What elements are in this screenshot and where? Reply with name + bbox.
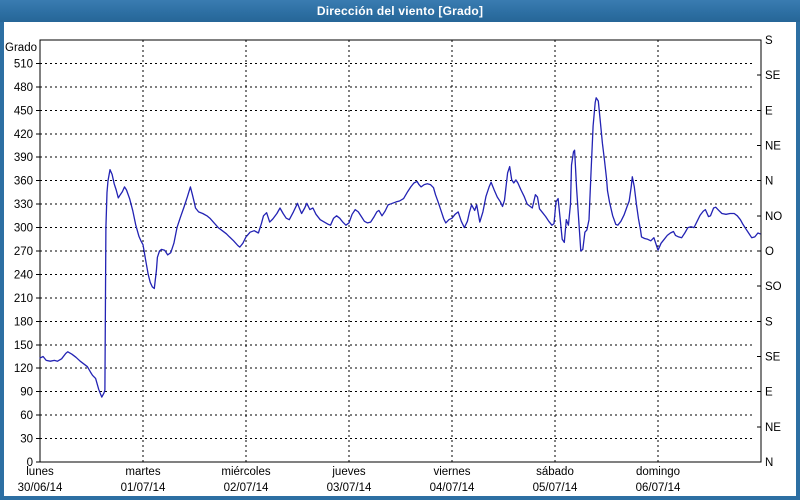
compass-label: SO [765,281,782,293]
compass-label: E [765,387,773,399]
day-name-label: jueves [331,466,365,478]
compass-label: S [765,316,773,328]
day-name-label: lunes [26,466,54,478]
compass-label: N [765,176,773,188]
window-title: Dirección del viento [Grado] [316,4,484,18]
day-date-label: 06/07/14 [636,482,681,494]
y-tick-label: 420 [14,129,33,141]
compass-label: S [765,35,773,47]
y-tick-label: 510 [14,58,33,70]
grid-and-axes [36,39,762,463]
y-tick-label: 60 [20,410,33,422]
day-name-label: miércoles [221,466,270,478]
day-name-label: viernes [433,466,470,478]
day-date-label: 02/07/14 [224,482,269,494]
day-name-label: martes [125,466,160,478]
compass-label: SE [765,70,781,82]
y-tick-label: 0 [27,457,33,469]
compass-label: NO [765,211,782,223]
compass-label: NE [765,422,781,434]
compass-label: E [765,105,773,117]
y-tick-label: 180 [14,316,33,328]
compass-label: SE [765,352,781,364]
y-tick-label: 30 [20,434,33,446]
compass-label: O [765,246,774,258]
day-date-label: 30/06/14 [18,482,63,494]
y-tick-label: 300 [14,223,33,235]
y-tick-label: 360 [14,176,33,188]
compass-label: NE [765,141,781,153]
y-tick-label: 240 [14,269,33,281]
day-name-label: domingo [636,466,680,478]
day-date-label: 04/07/14 [430,482,475,494]
day-date-label: 01/07/14 [121,482,166,494]
plot-svg: Grado 0 30 60 90 120 150 180 210 240 270 300 330 360 3… [5,35,782,494]
y-tick-label: 480 [14,82,33,94]
y-tick-label: 450 [14,105,33,117]
title-bar: Dirección del viento [Grado] [0,0,800,22]
y-tick-label: 150 [14,340,33,352]
chart-area: Grado 0 30 60 90 120 150 180 210 240 270 300 330 360 3… [4,22,796,496]
y-tick-label: 390 [14,152,33,164]
y-tick-label: 270 [14,246,33,258]
y-tick-label: 120 [14,363,33,375]
compass-label: N [765,457,773,469]
y-axis-title: Grado [5,42,37,54]
day-date-label: 03/07/14 [327,482,372,494]
axis-labels: Grado 0 30 60 90 120 150 180 210 240 270 300 330 360 3… [5,35,782,494]
y-tick-label: 330 [14,199,33,211]
wind-direction-series [39,97,761,398]
day-date-label: 05/07/14 [533,482,578,494]
day-name-label: sábado [536,466,574,478]
y-tick-label: 90 [20,387,33,399]
y-tick-label: 210 [14,293,33,305]
